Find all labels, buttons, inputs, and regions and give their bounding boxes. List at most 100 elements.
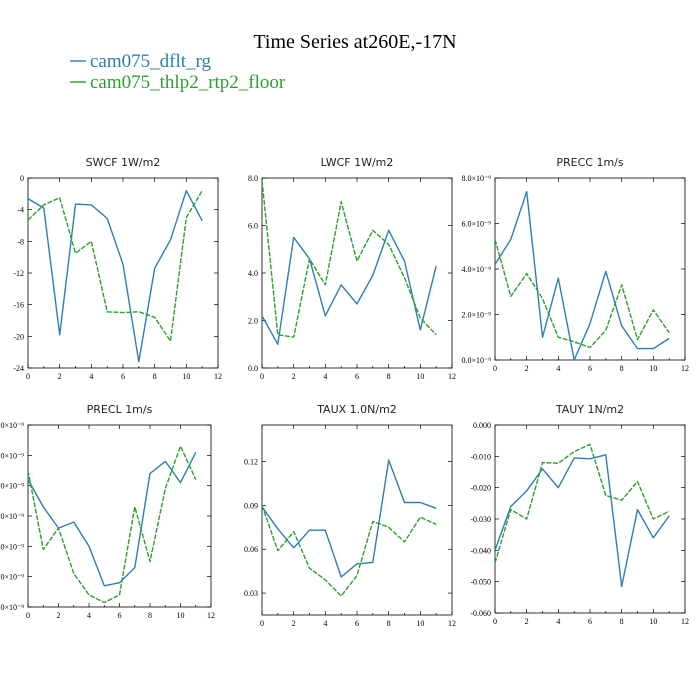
plot-frame [27,177,219,369]
y-tick-label: -12 [13,269,24,278]
x-tick-label: 2 [292,619,296,628]
x-tick-label: 12 [681,617,689,626]
y-tick-label: 0.06 [244,545,258,554]
y-tick-label: 0×10⁻⁹ [0,421,24,430]
x-tick-label: 12 [214,372,222,381]
panel-1: LWCF 1W/m2 0 2 4 6 8 10 12 0.0 2.0 4.0 6.0 8.0 [248,156,456,381]
y-tick-label: -20 [13,332,24,341]
plot-frame [494,424,686,614]
x-tick-label: 4 [556,617,560,626]
x-tick-label: 0 [493,617,497,626]
series-line-0 [494,454,670,588]
series-line-1 [494,443,670,564]
y-tick-label: -24 [13,364,24,373]
series-line-0 [494,190,670,361]
y-tick-label: 4.0 [248,269,258,278]
panel-5: TAUY 1N/m2 0 2 4 6 8 10 12 -0.060 -0.050 -0.040 -0.… [470,403,689,626]
y-tick-label: 0×10⁻⁹ [0,451,24,460]
panel-3: PRECL 1m/s 0 2 4 6 8 10 12 0×10⁻⁹ 0×10⁻⁹ 0×10⁻⁹ 0×1… [0,403,215,620]
x-tick-label: 10 [649,617,657,626]
y-tick-label: 0.0×10⁻⁹ [461,356,491,365]
y-tick-label: 0.03 [244,589,258,598]
x-tick-label: 12 [207,611,215,620]
legend: cam075_dflt_rg cam075_thlp2_rtp2_floor [70,51,286,93]
panel-title: PRECL 1m/s [87,403,153,416]
y-tick-label: 0×10⁻⁹ [0,482,24,491]
y-tick-label: 0.000 [473,421,491,430]
y-tick-label: 8.0×10⁻⁹ [461,174,491,183]
x-tick-label: 8 [387,619,391,628]
x-tick-label: 0 [260,619,264,628]
x-tick-label: 4 [323,619,327,628]
x-tick-label: 10 [182,372,190,381]
x-tick-label: 4 [89,372,93,381]
panel-0: SWCF 1W/m2 0 2 4 6 8 10 12 -24 -20 -16 -12 -8 -4 0 [13,156,222,381]
x-tick-label: 8 [620,617,624,626]
x-tick-label: 6 [355,372,359,381]
x-tick-label: 0 [26,611,30,620]
x-tick-label: 0 [493,364,497,373]
x-tick-label: 8 [148,611,152,620]
x-tick-label: 6 [588,617,592,626]
y-tick-label: -0.060 [470,609,491,618]
x-tick-label: 6 [121,372,125,381]
x-tick-label: 10 [416,619,424,628]
x-tick-label: 6 [355,619,359,628]
x-tick-label: 4 [323,372,327,381]
x-tick-label: 2 [292,372,296,381]
x-tick-label: 12 [681,364,689,373]
plot-frame [261,424,453,616]
x-tick-label: 10 [649,364,657,373]
series-line-0 [27,451,197,587]
y-tick-label: -4 [17,206,24,215]
y-tick-label: -0.030 [470,515,491,524]
legend-label-floor: cam075_thlp2_rtp2_floor [90,72,286,93]
panel-title: SWCF 1W/m2 [86,156,161,169]
series-line-0 [261,229,437,345]
y-tick-label: 0×10⁻⁹ [0,542,24,551]
y-tick-label: 0.0 [248,364,258,373]
y-tick-label: 8.0 [248,174,258,183]
x-tick-label: 2 [525,364,529,373]
plot-frame [27,424,212,608]
y-tick-label: 0.09 [244,501,258,510]
x-tick-label: 4 [87,611,91,620]
y-tick-label: 4.0×10⁻⁹ [461,265,491,274]
panel-4: TAUX 1.0N/m2 0 2 4 6 8 10 12 0.03 0.06 0.09 0.12 [244,403,456,628]
y-tick-label: 0×10⁻⁹ [0,603,24,612]
series-line-1 [494,239,670,349]
plot-frame [494,177,686,361]
x-tick-label: 4 [556,364,560,373]
x-tick-label: 6 [118,611,122,620]
x-tick-label: 8 [153,372,157,381]
y-tick-label: -0.040 [470,546,491,555]
y-tick-label: -0.020 [470,484,491,493]
legend-label-dflt: cam075_dflt_rg [90,51,212,72]
y-tick-label: 0×10⁻⁹ [0,573,24,582]
panel-title: LWCF 1W/m2 [321,156,394,169]
y-tick-label: -8 [17,237,24,246]
series-line-0 [261,459,437,578]
x-tick-label: 8 [620,364,624,373]
series-line-1 [261,180,437,338]
x-tick-label: 0 [260,372,264,381]
y-tick-label: 6.0 [248,222,258,231]
x-tick-label: 2 [57,611,61,620]
panel-title: TAUY 1N/m2 [555,403,624,416]
y-tick-label: -16 [13,301,24,310]
figure-title: Time Series at260E,-17N [253,31,456,53]
x-tick-label: 0 [26,372,30,381]
series-line-0 [27,189,203,363]
x-tick-label: 2 [525,617,529,626]
y-tick-label: 0 [20,174,24,183]
y-tick-label: 0.12 [244,458,258,467]
x-tick-label: 12 [448,619,456,628]
x-tick-label: 6 [588,364,592,373]
y-tick-label: -0.050 [470,578,491,587]
x-tick-label: 2 [58,372,62,381]
series-line-1 [27,190,203,342]
series-line-1 [261,505,437,597]
plot-frame [261,177,453,369]
y-tick-label: 2.0 [248,317,258,326]
